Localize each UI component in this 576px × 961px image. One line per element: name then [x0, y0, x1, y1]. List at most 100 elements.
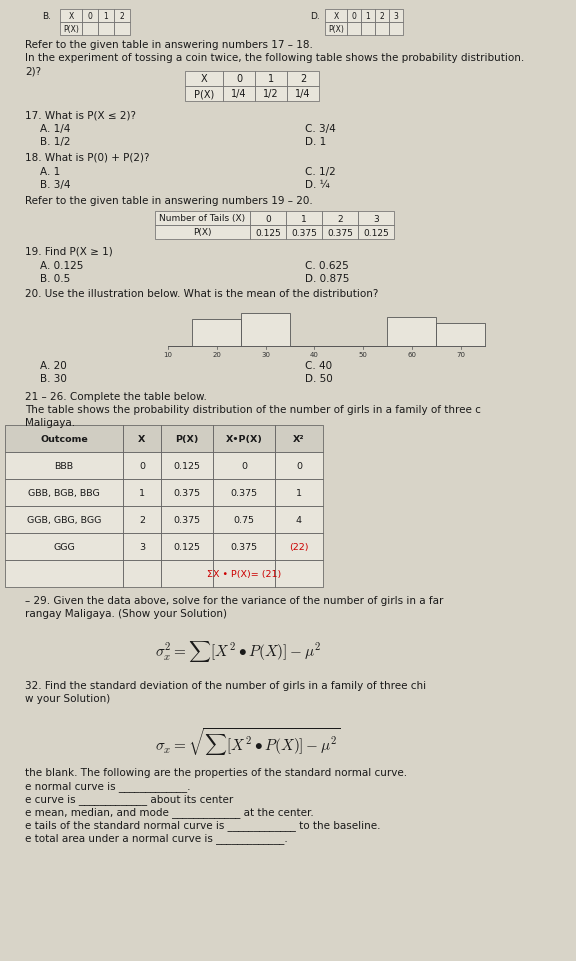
Text: BBB: BBB — [55, 461, 74, 471]
Text: 0: 0 — [351, 12, 357, 21]
Text: Number of Tails (X): Number of Tails (X) — [160, 214, 245, 223]
Bar — [114, 10, 130, 23]
Text: C. 0.625: C. 0.625 — [305, 260, 348, 271]
Bar — [98, 10, 114, 23]
Bar — [98, 23, 114, 36]
Text: D.: D. — [310, 12, 320, 21]
Bar — [161, 533, 213, 560]
Bar — [123, 506, 161, 533]
Bar — [213, 480, 275, 506]
Text: w your Solution): w your Solution) — [25, 693, 110, 703]
Text: D. ¼: D. ¼ — [305, 180, 329, 190]
Bar — [213, 533, 275, 560]
Text: Outcome: Outcome — [40, 434, 88, 444]
Text: e curve is _____________ about its center: e curve is _____________ about its cente… — [25, 793, 233, 804]
Text: GBB, BGB, BBG: GBB, BGB, BBG — [28, 488, 100, 498]
Text: 0.375: 0.375 — [173, 488, 200, 498]
Bar — [287, 86, 319, 102]
Bar — [213, 506, 275, 533]
Bar — [286, 211, 322, 226]
Bar — [82, 23, 98, 36]
Text: e normal curve is _____________.: e normal curve is _____________. — [25, 780, 191, 791]
Text: B. 3/4: B. 3/4 — [40, 180, 70, 190]
Text: X²: X² — [293, 434, 305, 444]
Bar — [275, 533, 323, 560]
Bar — [436, 323, 485, 347]
Text: 0.125: 0.125 — [173, 542, 200, 552]
Text: e total area under a normal curve is _____________.: e total area under a normal curve is ___… — [25, 832, 288, 843]
Bar — [250, 211, 286, 226]
Text: 0: 0 — [296, 461, 302, 471]
Text: 18. What is P(0) + P(2)?: 18. What is P(0) + P(2)? — [25, 153, 150, 162]
Text: C. 40: C. 40 — [305, 360, 332, 371]
Text: Maligaya.: Maligaya. — [25, 418, 75, 428]
Text: P(X): P(X) — [328, 25, 344, 34]
Bar — [5, 533, 123, 560]
Bar — [123, 560, 161, 587]
Text: 1: 1 — [301, 214, 307, 223]
Bar — [60, 23, 82, 36]
Bar — [5, 560, 123, 587]
Text: 21 – 26. Complete the table below.: 21 – 26. Complete the table below. — [25, 391, 207, 402]
Text: 0: 0 — [265, 214, 271, 223]
Text: 0.75: 0.75 — [233, 515, 255, 525]
Bar — [123, 426, 161, 453]
Text: $\sigma_x = \sqrt{\sum[X^2 \bullet P(X)] - \mu^2}$: $\sigma_x = \sqrt{\sum[X^2 \bullet P(X)]… — [155, 726, 341, 757]
Text: X: X — [138, 434, 146, 444]
Text: e mean, median, and mode _____________ at the center.: e mean, median, and mode _____________ a… — [25, 806, 314, 817]
Bar — [161, 426, 213, 453]
Text: X•P(X): X•P(X) — [226, 434, 263, 444]
Text: – 29. Given the data above, solve for the variance of the number of girls in a f: – 29. Given the data above, solve for th… — [25, 596, 444, 605]
Bar — [389, 10, 403, 23]
Text: 0.125: 0.125 — [255, 229, 281, 237]
Bar — [322, 211, 358, 226]
Bar — [375, 23, 389, 36]
Bar — [5, 480, 123, 506]
Bar — [275, 506, 323, 533]
Bar — [255, 72, 287, 86]
Text: 4: 4 — [296, 515, 302, 525]
Text: 0.375: 0.375 — [230, 488, 257, 498]
Text: GGG: GGG — [53, 542, 75, 552]
Text: A. 20: A. 20 — [40, 360, 67, 371]
Text: rangay Maligaya. (Show your Solution): rangay Maligaya. (Show your Solution) — [25, 608, 227, 618]
Text: 1/4: 1/4 — [231, 89, 247, 99]
Bar — [361, 10, 375, 23]
Text: 0.125: 0.125 — [363, 229, 389, 237]
Bar — [114, 23, 130, 36]
Text: 0.375: 0.375 — [230, 542, 257, 552]
Text: 0.375: 0.375 — [327, 229, 353, 237]
Text: B. 0.5: B. 0.5 — [40, 274, 70, 283]
Text: 2: 2 — [337, 214, 343, 223]
Text: A. 1/4: A. 1/4 — [40, 124, 70, 134]
Bar — [155, 211, 250, 226]
Bar — [5, 426, 123, 453]
Bar — [322, 226, 358, 239]
Bar — [123, 533, 161, 560]
Bar — [123, 453, 161, 480]
Text: 10: 10 — [164, 352, 172, 357]
Bar — [161, 506, 213, 533]
Bar — [185, 86, 223, 102]
Text: D. 50: D. 50 — [305, 374, 333, 383]
Bar — [185, 72, 223, 86]
Text: 50: 50 — [359, 352, 367, 357]
Text: 0.375: 0.375 — [291, 229, 317, 237]
Text: 2: 2 — [300, 74, 306, 85]
Text: P(X): P(X) — [175, 434, 199, 444]
Bar — [389, 23, 403, 36]
Text: 3: 3 — [373, 214, 379, 223]
Text: 20. Use the illustration below. What is the mean of the distribution?: 20. Use the illustration below. What is … — [25, 288, 378, 299]
Text: 19. Find P(X ≥ 1): 19. Find P(X ≥ 1) — [25, 247, 113, 257]
Bar — [347, 23, 361, 36]
Bar — [161, 453, 213, 480]
Text: GGB, GBG, BGG: GGB, GBG, BGG — [27, 515, 101, 525]
Text: the blank. The following are the properties of the standard normal curve.: the blank. The following are the propert… — [25, 767, 407, 777]
Bar — [358, 226, 394, 239]
Text: B.: B. — [42, 12, 51, 21]
Bar — [241, 313, 290, 347]
Text: ΣX • P(X)= (21): ΣX • P(X)= (21) — [207, 570, 281, 579]
Bar — [255, 86, 287, 102]
Text: $\sigma_x^2 = \sum[X^2 \bullet P(X)] - \mu^2$: $\sigma_x^2 = \sum[X^2 \bullet P(X)] - \… — [155, 638, 321, 663]
Text: (22): (22) — [289, 542, 309, 552]
